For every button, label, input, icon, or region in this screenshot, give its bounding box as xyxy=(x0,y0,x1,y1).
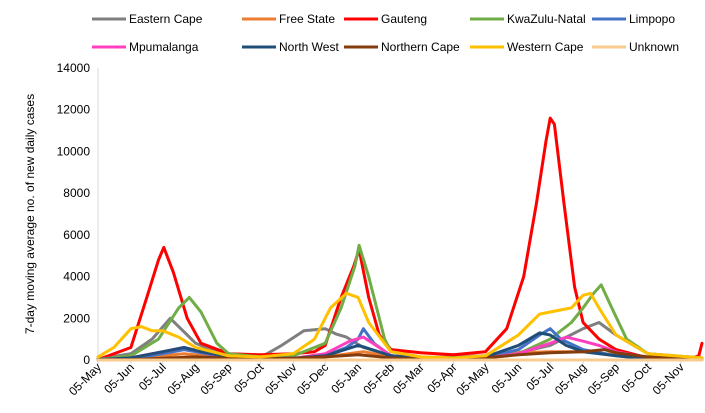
y-tick-label: 14000 xyxy=(57,61,91,75)
legend-item-western-cape: Western Cape xyxy=(470,40,584,54)
legend-item-limpopo: Limpopo xyxy=(592,12,675,26)
series-layer xyxy=(96,116,704,362)
x-tick-label: 05-Jun xyxy=(489,360,525,396)
y-axis-title: 7-day moving average no. of new daily ca… xyxy=(23,94,37,334)
x-tick-label: 05-Oct xyxy=(231,360,267,396)
x-tick-label: 05-Sep xyxy=(197,360,234,397)
legend-item-northern-cape: Northern Cape xyxy=(344,40,460,54)
legend-label: Unknown xyxy=(629,40,679,54)
x-tick-label: 05-Mar xyxy=(390,360,427,397)
x-tick-label: 05-Jan xyxy=(328,360,364,396)
legend: Eastern Cape Free State Gauteng KwaZulu-Nat… xyxy=(92,12,679,54)
y-tick-label: 12000 xyxy=(57,103,91,117)
series-line-kwazulu-natal xyxy=(96,243,704,361)
x-tick-label: 05-Sep xyxy=(585,360,622,397)
series-line-gauteng xyxy=(96,116,704,362)
y-tick-label: 4000 xyxy=(63,270,90,284)
legend-label: Mpumalanga xyxy=(129,40,199,54)
x-tick-label: 05-Oct xyxy=(619,360,655,396)
legend-label: Free State xyxy=(279,12,335,26)
legend-item-north-west: North West xyxy=(242,40,339,54)
x-tick-label: 05-Dec xyxy=(294,360,331,397)
x-tick-label: 05-May xyxy=(453,360,491,398)
legend-label: KwaZulu-Natal xyxy=(507,12,586,26)
legend-label: Gauteng xyxy=(381,12,427,26)
x-tick-label: 05-Aug xyxy=(165,360,202,397)
legend-item-free-state: Free State xyxy=(242,12,335,26)
y-tick-label: 8000 xyxy=(63,186,90,200)
x-tick-label: 05-Nov xyxy=(650,360,687,397)
y-tick-label: 6000 xyxy=(63,228,90,242)
x-tick-label: 05-Nov xyxy=(262,360,299,397)
x-tick-label: 05-Aug xyxy=(552,360,589,397)
y-tick-label: 0 xyxy=(83,353,90,367)
series-line-northern-cape xyxy=(96,348,704,362)
legend-item-mpumalanga: Mpumalanga xyxy=(92,40,199,54)
series-line-western-cape xyxy=(96,291,704,360)
series-line-north-west xyxy=(96,331,704,362)
x-tick-label: 05-Jun xyxy=(101,360,137,396)
legend-label: Western Cape xyxy=(507,40,584,54)
legend-item-unknown: Unknown xyxy=(592,40,679,54)
legend-item-eastern-cape: Eastern Cape xyxy=(92,12,203,26)
legend-label: Eastern Cape xyxy=(129,12,203,26)
x-tick-label: 05-Feb xyxy=(360,360,397,397)
series-line-eastern-cape xyxy=(96,316,704,361)
legend-item-gauteng: Gauteng xyxy=(344,12,427,26)
legend-label: Limpopo xyxy=(629,12,675,26)
legend-label: Northern Cape xyxy=(381,40,460,54)
legend-label: North West xyxy=(279,40,339,54)
legend-item-kwazulu-natal: KwaZulu-Natal xyxy=(470,12,586,26)
y-tick-label: 2000 xyxy=(63,311,90,325)
y-tick-label: 10000 xyxy=(57,144,91,158)
